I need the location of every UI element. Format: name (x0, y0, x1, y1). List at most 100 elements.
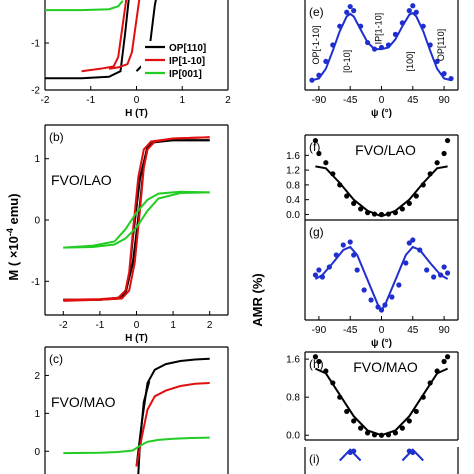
data-point (368, 297, 374, 303)
panel-inner-text: FVO/LAO (51, 172, 112, 188)
panel-inner-text: FVO/MAO (353, 359, 418, 375)
data-point (330, 380, 336, 386)
y-tick-label: 1 (34, 409, 40, 420)
data-point (344, 408, 350, 415)
plot-area (339, 448, 424, 462)
data-point (347, 3, 353, 10)
plot-area (312, 237, 451, 313)
x-tick-label: 2 (225, 95, 231, 106)
y-tick-label: 0.8 (286, 393, 300, 404)
x-axis-label: H (T) (125, 108, 148, 119)
data-point (375, 304, 381, 310)
x-tick-label: -1 (95, 320, 104, 331)
data-point (347, 239, 353, 245)
data-point (309, 77, 315, 83)
data-point (351, 252, 357, 258)
x-tick-label: 0 (134, 95, 140, 106)
panel-a: -2 -1 0 1 2 -2 -1 H (T) OP[110] IP[1-10] IP[001] (31, 0, 231, 119)
x-tick-label: 45 (407, 95, 419, 106)
data-point (378, 44, 385, 51)
fit-line (401, 448, 424, 462)
data-point (364, 210, 371, 216)
data-point (333, 252, 339, 258)
panel-label: (f) (309, 140, 320, 154)
data-point (413, 193, 419, 199)
y-tick-label: 0 (34, 216, 40, 227)
data-point (410, 237, 416, 243)
series-line-1 (137, 380, 151, 474)
data-point (378, 307, 385, 313)
data-point (399, 425, 405, 431)
plot-area (63, 136, 210, 302)
data-point (316, 267, 322, 273)
data-point (406, 418, 412, 424)
x-axis-label: H (T) (125, 333, 148, 344)
x-tick-label: -45 (343, 95, 358, 106)
data-point (351, 8, 357, 14)
data-point (382, 302, 388, 308)
data-point (312, 137, 319, 144)
data-point (344, 9, 350, 15)
data-point (351, 418, 357, 424)
panel-label: (c) (49, 352, 63, 366)
y-tick-label: 1.6 (286, 151, 300, 162)
data-point (427, 42, 433, 48)
data-point (406, 200, 412, 206)
data-point (406, 8, 412, 14)
panel-b: -2 -1 0 1 2 -1 0 1 H (T) (b) FVO/LAO (31, 124, 229, 344)
data-point (319, 274, 325, 280)
annotation: IP[1-10] (374, 13, 384, 45)
y-tick-label: 0.0 (286, 431, 300, 442)
data-point (361, 287, 367, 293)
data-point (354, 267, 360, 273)
data-point (444, 354, 451, 360)
series-line-2 (63, 136, 210, 301)
data-point (326, 264, 332, 270)
data-point (427, 171, 433, 177)
data-point (420, 394, 426, 400)
data-point (323, 160, 329, 166)
plot-area (309, 3, 454, 83)
plot-area (63, 357, 210, 474)
y-tick-label: 0.4 (286, 195, 300, 206)
panel-e: -90 -45 0 45 90 ψ (°) (e) OP[-1-10] [0-10] IP[1-1… (304, 0, 459, 119)
data-point (351, 200, 357, 206)
data-point (358, 206, 364, 212)
legend-entry: OP[110] (169, 43, 206, 54)
annotation: [100] (405, 51, 415, 71)
y-tick-label: -1 (31, 39, 40, 50)
y-tick-label: -2 (31, 86, 40, 97)
series-line-3 (108, 0, 141, 70)
data-point (312, 354, 319, 360)
data-point (385, 211, 392, 217)
annotation: OP[-1-10] (311, 25, 321, 64)
series-line-4 (45, 0, 124, 12)
data-point (420, 182, 426, 188)
data-point (358, 425, 364, 431)
panel-f: 0.0 0.4 0.8 1.2 1.6 (f) FVO/LAO (286, 134, 459, 221)
panel-label: (i) (309, 452, 320, 466)
data-point (378, 211, 385, 218)
data-point (396, 282, 402, 288)
data-point (337, 23, 343, 29)
data-point (444, 270, 451, 276)
x-tick-label: 2 (207, 320, 213, 331)
x-tick-label: 90 (439, 95, 451, 106)
annotation: [0-10] (342, 50, 352, 73)
data-point (371, 46, 378, 52)
data-point (438, 272, 444, 278)
x-tick-label: -2 (41, 95, 50, 106)
data-point (389, 294, 395, 300)
x-tick-label: -2 (59, 320, 68, 331)
amr-ylabel: AMR (%) (250, 273, 265, 326)
data-point (337, 394, 343, 400)
data-point (441, 71, 447, 77)
y-tick-label: -1 (31, 277, 40, 288)
fit-line (339, 448, 362, 462)
series-line-4 (63, 190, 210, 249)
data-point (316, 72, 322, 78)
panel-inner-text: FVO/MAO (51, 394, 116, 410)
data-point (413, 9, 419, 15)
data-point (427, 380, 433, 386)
series-line-0 (45, 0, 130, 80)
